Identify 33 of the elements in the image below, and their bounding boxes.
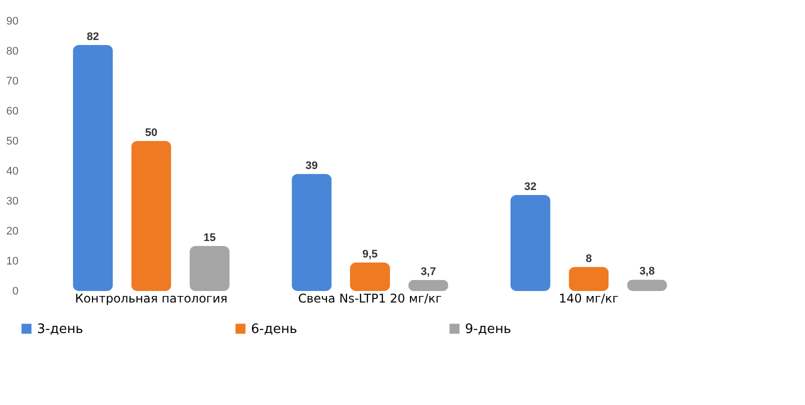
- legend-label: 3-день: [37, 322, 84, 337]
- data-label: 32: [524, 181, 537, 193]
- x-tick-label: Свеча Ns-LTP1 20 мг/кг: [298, 292, 442, 306]
- y-tick-label: 60: [6, 106, 18, 118]
- data-label: 15: [203, 232, 216, 244]
- data-label: 50: [145, 127, 158, 139]
- bar: [292, 174, 332, 291]
- y-tick-label: 90: [6, 16, 18, 28]
- bar: [190, 246, 230, 291]
- y-tick-label: 80: [6, 46, 18, 58]
- bar: [72, 45, 113, 291]
- y-tick-label: 50: [6, 136, 18, 148]
- data-label: 3,8: [639, 266, 655, 278]
- x-tick-label: Контрольная патология: [75, 292, 228, 306]
- y-tick-label: 10: [6, 256, 18, 268]
- y-tick-label: 40: [6, 166, 18, 178]
- y-tick-label: 20: [6, 226, 18, 238]
- bar: [510, 195, 550, 291]
- data-label: 9,5: [362, 248, 378, 260]
- x-tick-label: 140 мг/кг: [558, 292, 619, 306]
- bar: [131, 141, 172, 291]
- bar: [408, 280, 448, 291]
- y-tick-label: 0: [12, 286, 18, 298]
- y-tick-label: 30: [6, 196, 18, 208]
- data-label: 3,7: [420, 266, 436, 278]
- legend-label: 9-день: [465, 322, 512, 337]
- data-label: 39: [306, 160, 318, 172]
- data-label: 8: [586, 253, 592, 265]
- legend-label: 6-день: [251, 322, 298, 337]
- y-tick-label: 70: [6, 76, 18, 88]
- bar: [568, 267, 609, 291]
- data-label: 82: [86, 31, 100, 43]
- bar: [350, 262, 390, 291]
